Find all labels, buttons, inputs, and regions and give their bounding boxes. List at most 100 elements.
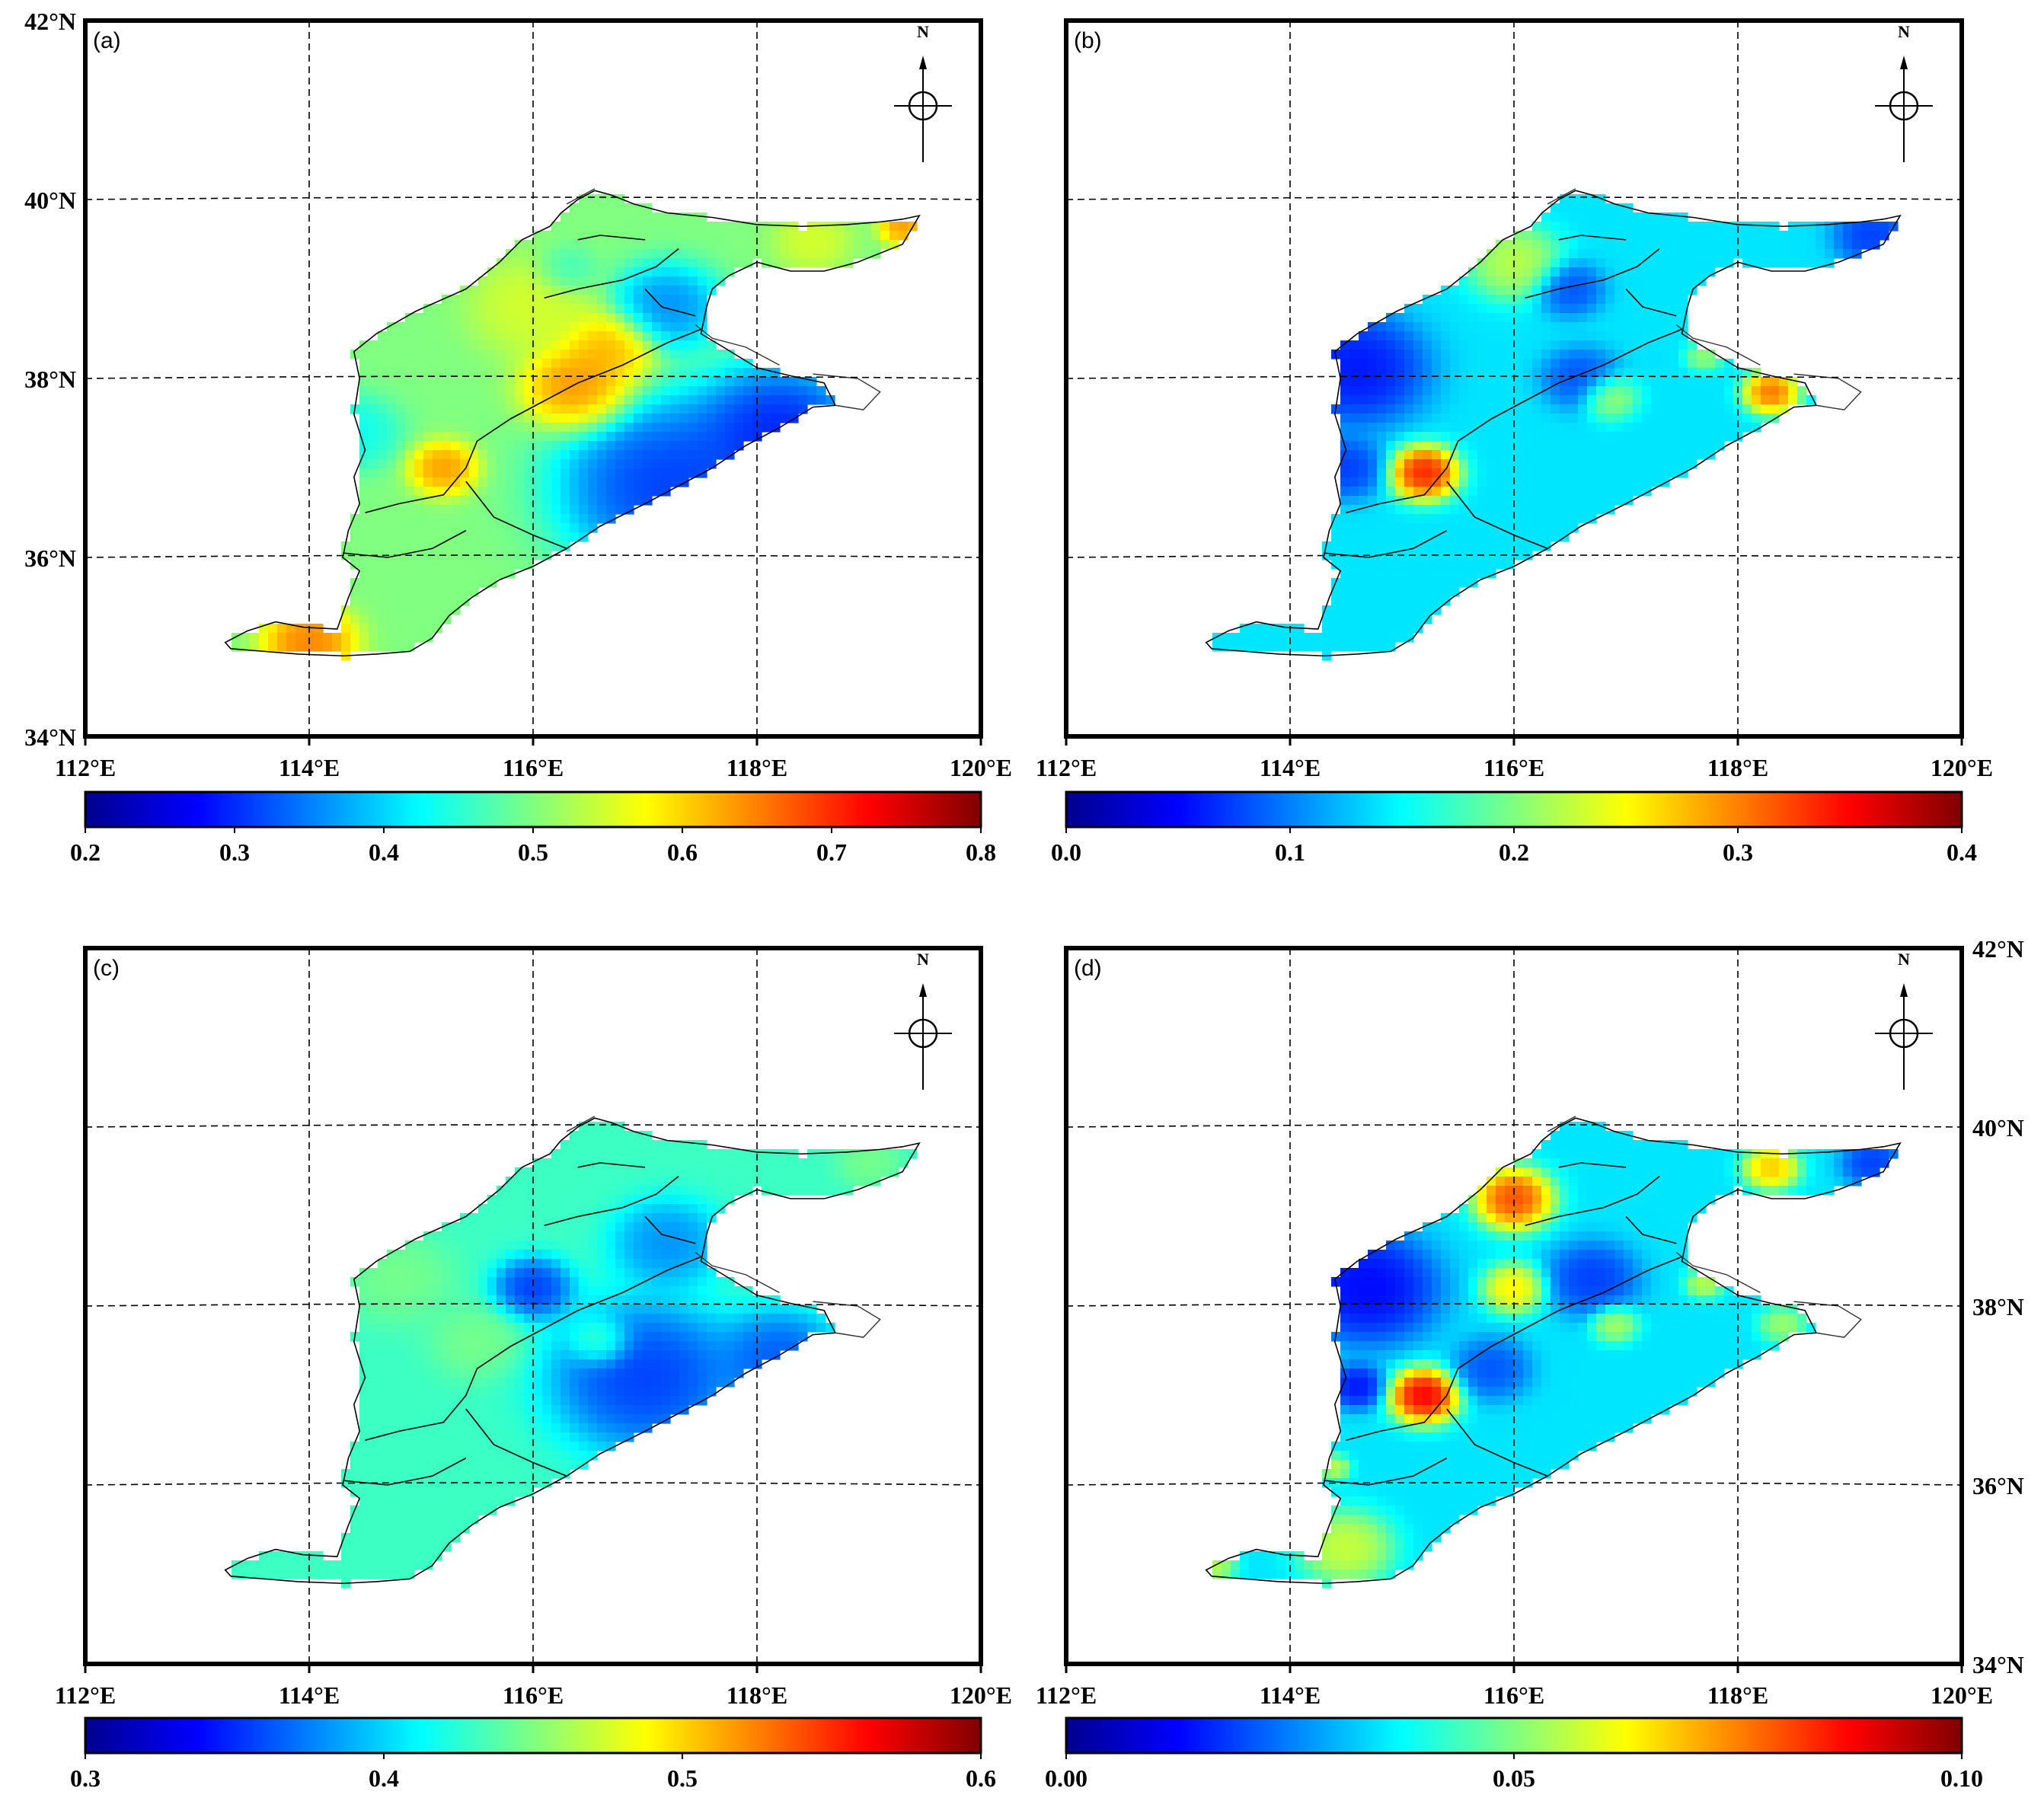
field-cell bbox=[734, 368, 744, 378]
field-cell bbox=[688, 441, 698, 451]
field-cell bbox=[414, 496, 424, 506]
field-cell bbox=[423, 1387, 433, 1397]
field-cell bbox=[497, 560, 506, 570]
field-cell bbox=[1642, 414, 1652, 423]
field-cell bbox=[780, 1186, 790, 1196]
field-cell bbox=[652, 1350, 662, 1360]
field-cell bbox=[1660, 432, 1670, 442]
field-cell bbox=[433, 322, 442, 332]
field-cell bbox=[771, 414, 781, 423]
field-cell bbox=[780, 1158, 790, 1168]
field-cell bbox=[369, 596, 378, 606]
field-cell bbox=[487, 1277, 497, 1287]
field-cell bbox=[1349, 459, 1359, 469]
field-cell bbox=[487, 1332, 497, 1342]
field-cell bbox=[442, 350, 452, 359]
field-cell bbox=[460, 1460, 470, 1470]
field-cell bbox=[478, 1469, 488, 1479]
field-cell bbox=[369, 496, 378, 506]
field-cell bbox=[1377, 532, 1387, 542]
field-cell bbox=[1395, 587, 1405, 597]
field-cell bbox=[1349, 496, 1359, 506]
field-cell bbox=[497, 322, 506, 332]
colorbar: 0.0 0.1 0.2 0.3 0.4 bbox=[1051, 790, 1977, 866]
field-cell bbox=[561, 404, 570, 414]
field-cell bbox=[1578, 368, 1588, 378]
field-cell bbox=[789, 1177, 799, 1186]
field-cell bbox=[1614, 350, 1624, 359]
field-cell bbox=[643, 1387, 653, 1397]
field-cell bbox=[679, 1350, 689, 1360]
field-cell bbox=[688, 1268, 698, 1278]
field-cell bbox=[542, 313, 552, 323]
field-cell bbox=[1395, 404, 1405, 414]
field-cell bbox=[652, 1195, 662, 1205]
field-cell bbox=[1596, 258, 1606, 268]
field-cell bbox=[433, 368, 442, 378]
field-cell bbox=[350, 1515, 360, 1525]
field-cell bbox=[524, 459, 534, 469]
field-cell bbox=[387, 340, 397, 350]
field-cell bbox=[615, 286, 625, 295]
field-cell bbox=[497, 1213, 506, 1223]
field-cell bbox=[661, 1140, 671, 1150]
field-cell bbox=[442, 313, 452, 323]
field-cell bbox=[615, 1268, 625, 1278]
field-cell bbox=[1532, 295, 1542, 305]
field-cell bbox=[396, 1496, 406, 1506]
field-cell bbox=[679, 1186, 689, 1196]
field-cell bbox=[1377, 432, 1387, 442]
field-cell bbox=[359, 359, 369, 369]
field-cell bbox=[1377, 541, 1387, 551]
field-cell bbox=[542, 359, 552, 369]
field-cell bbox=[1587, 432, 1597, 442]
field-cell bbox=[1404, 514, 1414, 524]
field-cell bbox=[1724, 414, 1734, 423]
field-cell bbox=[442, 541, 452, 551]
field-cell bbox=[359, 1542, 369, 1552]
field-cell bbox=[396, 432, 406, 442]
field-cell bbox=[615, 322, 625, 332]
field-cell bbox=[423, 532, 433, 542]
field-cell bbox=[1240, 642, 1250, 652]
field-cell bbox=[871, 1158, 881, 1168]
field-cell bbox=[1587, 231, 1597, 241]
field-cell bbox=[1413, 441, 1423, 451]
field-cell bbox=[551, 1204, 561, 1214]
field-cell bbox=[524, 1277, 534, 1287]
field-cell bbox=[606, 404, 616, 414]
field-cell bbox=[414, 1359, 424, 1369]
field-cell bbox=[661, 286, 671, 295]
field-cell bbox=[762, 1177, 771, 1186]
field-cell bbox=[451, 1314, 461, 1324]
field-cell bbox=[1459, 340, 1469, 350]
field-cell bbox=[542, 1359, 552, 1369]
field-cell bbox=[606, 1222, 616, 1232]
field-cell bbox=[1578, 322, 1588, 332]
field-cell bbox=[478, 514, 488, 524]
field-cell bbox=[487, 404, 497, 414]
field-cell bbox=[826, 1149, 835, 1159]
field-cell bbox=[1669, 404, 1679, 414]
field-cell bbox=[1752, 222, 1761, 232]
field-cell bbox=[378, 1432, 388, 1442]
field-cell bbox=[1551, 496, 1560, 506]
field-cell bbox=[771, 1167, 781, 1177]
field-cell bbox=[469, 377, 479, 387]
field-cell bbox=[396, 1506, 406, 1515]
field-cell bbox=[597, 1295, 607, 1305]
field-cell bbox=[1468, 414, 1478, 423]
field-cell bbox=[1377, 633, 1387, 643]
field-cell bbox=[1633, 350, 1643, 359]
field-cell bbox=[478, 1414, 488, 1424]
field-cell bbox=[1651, 386, 1661, 396]
field-cell bbox=[579, 350, 589, 359]
field-cell bbox=[698, 231, 707, 241]
field-cell bbox=[624, 404, 634, 414]
field-cell bbox=[1267, 1551, 1277, 1561]
field-cell bbox=[1340, 541, 1350, 551]
field-cell bbox=[1551, 468, 1560, 478]
field-cell bbox=[624, 468, 634, 478]
field-cell bbox=[414, 450, 424, 460]
field-cell bbox=[634, 368, 644, 378]
